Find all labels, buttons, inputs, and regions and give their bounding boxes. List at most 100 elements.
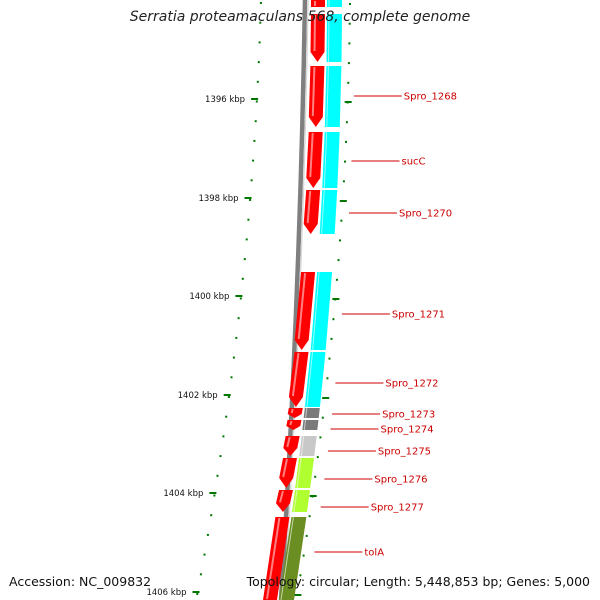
cog-feature-block (304, 352, 326, 407)
minor-tick-inner (203, 553, 206, 556)
minor-tick-inner (216, 474, 219, 477)
tick-label: 1406 kbp (146, 588, 186, 598)
minor-tick-outer (308, 515, 311, 518)
cog-feature-block-shade (305, 407, 308, 419)
gene-label: tolA (364, 548, 384, 559)
forward-cds-arrow-shade (266, 517, 281, 600)
minor-tick-outer (345, 121, 348, 124)
forward-cds-arrow (306, 132, 323, 188)
minor-tick-inner (235, 336, 238, 339)
minor-tick-inner (245, 238, 248, 241)
minor-tick-outer (348, 22, 351, 25)
minor-tick-outer (316, 456, 319, 459)
forward-cds-arrow-shade (311, 66, 316, 117)
gene-label: Spro_1275 (378, 447, 431, 458)
major-tick-outer (294, 594, 302, 596)
minor-tick-inner (196, 593, 199, 595)
forward-cds-arrow (279, 458, 297, 488)
cog-feature-block-shade (280, 516, 294, 600)
minor-tick-inner (232, 356, 235, 359)
minor-tick-inner (257, 61, 260, 64)
minor-tick-outer (345, 140, 347, 143)
major-tick (251, 98, 259, 100)
cog-feature-block-shade (328, 13, 330, 63)
cog-feature-block-shade (321, 189, 325, 235)
forward-cds-arrow-shade (282, 458, 288, 478)
minor-tick-inner (213, 494, 216, 497)
gene-label: Spro_1271 (392, 310, 445, 321)
minor-tick-outer (340, 219, 343, 222)
minor-tick-outer (348, 42, 351, 45)
minor-tick-outer (299, 574, 302, 577)
gene-label: sucC (402, 157, 426, 168)
forward-cds-arrow-shade (290, 408, 294, 414)
minor-tick-inner (210, 514, 213, 517)
minor-tick-outer (344, 160, 346, 163)
minor-tick-inner (227, 396, 230, 398)
gene-label: Spro_1272 (385, 379, 438, 390)
minor-tick-outer (305, 534, 308, 537)
cog-feature-block (310, 272, 333, 350)
forward-cds-arrow (276, 490, 293, 512)
minor-tick-outer (328, 357, 331, 360)
minor-tick-inner (258, 41, 261, 44)
cog-feature-block (326, 14, 342, 62)
gene-label: Spro_1268 (404, 92, 457, 103)
genome-backbone (278, 0, 308, 600)
minor-tick-inner (247, 218, 250, 221)
minor-tick-outer (319, 436, 322, 439)
cog-feature-block-shade (326, 65, 329, 128)
major-tick (244, 197, 252, 199)
cog-feature-block (324, 66, 342, 127)
forward-cds-arrow-shade (286, 436, 291, 448)
major-tick (209, 492, 217, 494)
minor-tick-inner (253, 139, 256, 142)
map-title: Serratia proteamaculans 568, complete ge… (129, 9, 471, 25)
genome-summary-text: Topology: circular; Length: 5,448,853 bp… (246, 574, 590, 589)
minor-tick-inner (259, 21, 262, 24)
tick-label: 1402 kbp (178, 391, 218, 401)
minor-tick-inner (225, 415, 228, 418)
accession-text: Accession: NC_009832 (9, 574, 152, 589)
minor-tick-inner (239, 297, 242, 300)
minor-tick-outer (347, 81, 350, 84)
gene-label: Spro_1274 (381, 425, 434, 436)
cog-feature-block-shade (306, 351, 313, 408)
minor-tick-outer (314, 475, 317, 478)
minor-tick-inner (199, 573, 202, 576)
cog-feature-block-shade (293, 489, 298, 513)
cog-feature-block (279, 517, 307, 600)
minor-tick-inner (230, 376, 233, 379)
minor-tick-outer (339, 239, 341, 242)
minor-tick-outer (321, 416, 324, 419)
major-tick-outer (339, 200, 347, 202)
forward-cds-arrow-shade (297, 272, 307, 340)
tick-label: 1398 kbp (198, 194, 238, 204)
minor-tick-inner (256, 80, 259, 83)
cog-feature-block (327, 0, 342, 7)
cog-feature-block (302, 420, 319, 430)
minor-tick-inner (252, 159, 255, 162)
forward-cds-arrow-shade (291, 352, 300, 397)
minor-tick-inner (243, 258, 246, 261)
cog-feature-block (299, 436, 317, 456)
cog-feature-block-shade (323, 131, 328, 189)
forward-cds-arrow-shade (279, 490, 284, 503)
major-tick-outer (344, 101, 352, 103)
major-tick (223, 394, 231, 396)
tick-label: 1396 kbp (205, 95, 245, 105)
minor-tick-inner (219, 455, 222, 458)
minor-tick-outer (342, 180, 345, 183)
minor-tick-inner (206, 533, 209, 536)
major-tick-outer (332, 298, 340, 300)
minor-tick-inner (259, 2, 262, 4)
minor-tick-outer (349, 3, 351, 5)
cog-feature-block-shade (312, 271, 320, 351)
gene-label: Spro_1273 (382, 410, 435, 421)
forward-cds-arrow (311, 0, 325, 7)
cog-feature-block-shade (300, 435, 305, 457)
tick-label: 1404 kbp (163, 489, 203, 499)
gene-label: Spro_1276 (374, 475, 427, 486)
minor-tick-inner (237, 317, 240, 320)
